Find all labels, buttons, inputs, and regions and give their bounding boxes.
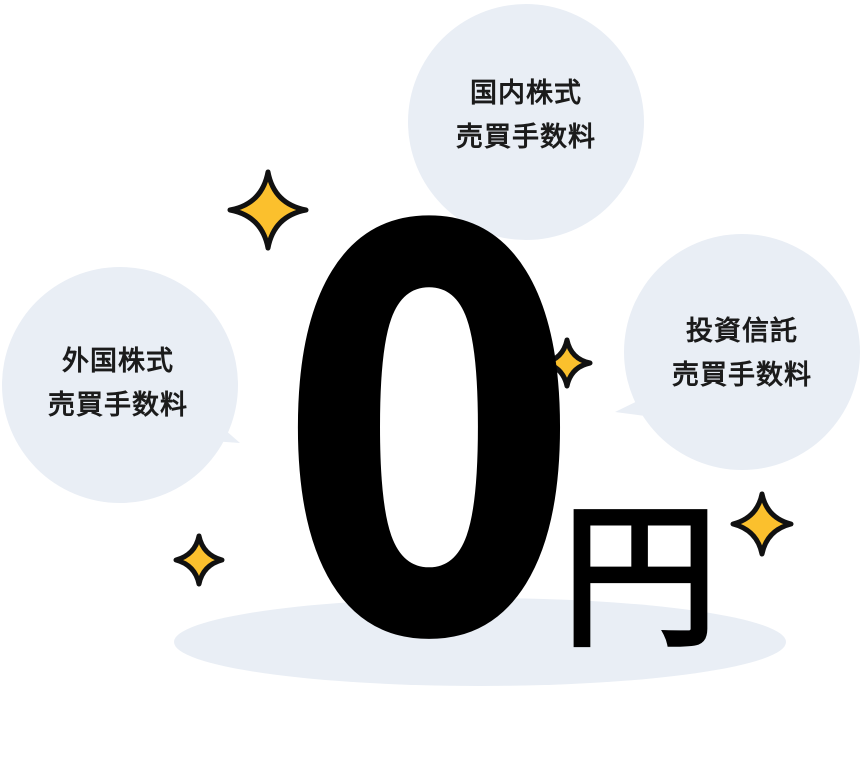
sparkle-icon: [227, 169, 309, 251]
speech-bubble-fund: [615, 234, 860, 470]
bubble-line: 売買手数料: [456, 122, 596, 153]
bubble-label-domestic-stocks: 国内株式 売買手数料: [426, 72, 626, 160]
bubble-label-foreign-stocks: 外国株式 売買手数料: [18, 340, 218, 428]
headline-unit: 円: [562, 487, 718, 669]
speech-bubble-domestic: [408, 4, 644, 242]
bubble-line: 国内株式: [470, 78, 582, 109]
illustration-graphics: [2, 4, 860, 686]
sparkle-icon: [730, 491, 794, 557]
sparkle-icon: [173, 533, 225, 587]
bubble-line: 売買手数料: [672, 360, 812, 391]
floor-shadow: [174, 598, 786, 686]
bubble-line: 売買手数料: [48, 390, 188, 421]
bubble-line: 投資信託: [686, 316, 798, 347]
sparkle-icon: [541, 337, 593, 389]
zero-commission-illustration: 国内株式 売買手数料 外国株式 売買手数料 投資信託 売買手数料 0 円: [2, 4, 860, 718]
bubble-line: 外国株式: [62, 346, 174, 377]
headline-amount: 0: [277, 112, 581, 764]
speech-bubble-foreign: [2, 267, 240, 503]
bubble-label-investment-trusts: 投資信託 売買手数料: [642, 310, 842, 398]
